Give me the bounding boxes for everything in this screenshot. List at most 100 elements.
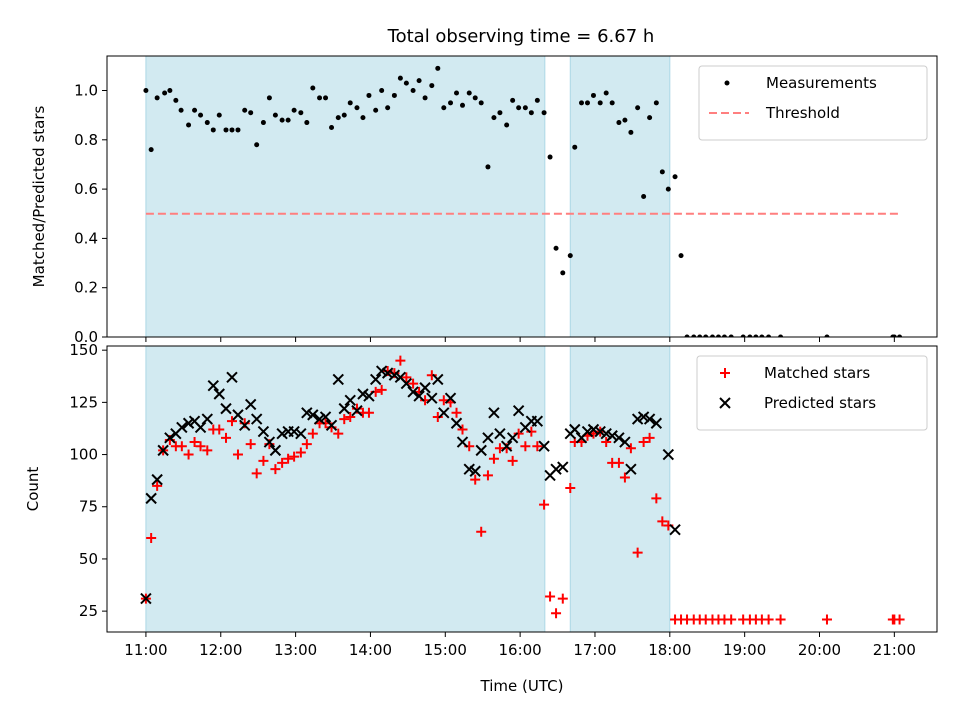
x-tick-label: 21:00: [873, 641, 916, 659]
measurement-point: [323, 95, 329, 101]
matched-stars-point: [545, 591, 556, 602]
predicted-stars-point: [662, 448, 675, 461]
predicted-stars-point: [338, 402, 350, 415]
legend-label: Predicted stars: [764, 394, 876, 412]
matched-stars-point: [189, 437, 200, 448]
measurement-point: [541, 110, 547, 116]
predicted-stars-point: [351, 405, 363, 417]
matched-stars-point: [526, 426, 537, 437]
predicted-stars-point: [325, 419, 338, 432]
predicted-stars-point: [288, 425, 300, 438]
series-predicted-stars: [140, 365, 681, 605]
measurement-point: [747, 334, 753, 337]
measurement-point: [491, 115, 497, 121]
measurement-point: [572, 144, 578, 150]
predicted-stars-point: [319, 411, 332, 423]
predicted-stars-point: [232, 409, 244, 421]
measurement-point: [560, 270, 566, 276]
matched-stars-point: [258, 455, 269, 466]
legend-label: Threshold: [765, 104, 840, 122]
measurement-point: [341, 112, 347, 118]
predicted-stars-point: [506, 432, 519, 444]
legend-label: Measurements: [766, 74, 877, 92]
x-tick-label: 14:00: [349, 641, 392, 659]
x-tick-label: 18:00: [648, 641, 691, 659]
measurement-point: [472, 95, 478, 101]
y-tick-label: 0.2: [74, 279, 98, 297]
measurement-point: [510, 97, 516, 103]
predicted-stars-point: [257, 425, 270, 438]
measurement-point: [659, 169, 665, 175]
y-tick-label: 75: [79, 498, 98, 516]
measurement-point: [373, 107, 379, 113]
observing-interval-shade: [145, 56, 546, 337]
y-tick-label: 1.0: [74, 82, 98, 100]
measurement-point: [366, 92, 372, 98]
predicted-stars-point: [194, 421, 207, 434]
measurement-point: [435, 65, 441, 71]
measurement-point: [379, 88, 385, 94]
measurement-point: [266, 95, 272, 101]
measurement-point: [148, 147, 154, 153]
x-tick-label: 11:00: [124, 641, 167, 659]
measurement-point: [397, 75, 403, 81]
measurement-point: [143, 88, 149, 94]
predicted-stars-point: [176, 421, 188, 434]
measurement-point: [429, 83, 435, 89]
legend-box: [696, 355, 928, 431]
matched-stars-point: [408, 378, 419, 389]
measurement-point: [167, 88, 173, 94]
matched-stars-point: [644, 432, 655, 443]
y-tick-label: 25: [79, 602, 98, 620]
matched-stars-point: [226, 416, 237, 427]
measurement-point: [653, 100, 659, 106]
x-tick-label: 20:00: [798, 641, 841, 659]
x-tick-label: 16:00: [499, 641, 542, 659]
predicted-stars-point: [201, 413, 213, 425]
matched-stars-point: [520, 441, 531, 452]
matched-stars-point: [183, 449, 194, 460]
measurement-point: [272, 112, 278, 118]
matched-stars-point: [613, 457, 624, 468]
predicted-stars-point: [400, 377, 413, 390]
predicted-stars-point: [369, 373, 382, 386]
measurement-point: [329, 124, 335, 130]
matched-stars-point: [451, 407, 462, 418]
predicted-stars-point: [344, 394, 356, 406]
predicted-stars-point: [307, 409, 319, 421]
predicted-stars-point: [438, 407, 450, 419]
y-tick-label: 100: [69, 446, 98, 464]
matched-stars-point: [401, 372, 412, 383]
measurement-point: [766, 334, 772, 337]
matched-stars-point: [557, 593, 568, 604]
matched-stars-point: [619, 472, 630, 483]
measurement-point: [553, 245, 559, 251]
axes-frame: [106, 345, 938, 633]
measurement-point: [647, 115, 653, 121]
predicted-stars-point: [157, 444, 169, 457]
matched-stars-point: [488, 453, 499, 464]
measurement-point: [248, 110, 254, 116]
predicted-stars-point: [619, 436, 631, 448]
matched-stars-point: [214, 424, 225, 435]
matched-stars-point: [532, 441, 543, 452]
y-tick-label: 50: [79, 550, 98, 568]
y-axis-title: Count: [24, 467, 42, 512]
series-measurements: [143, 65, 903, 337]
measurement-point: [778, 334, 784, 337]
measurement-point: [466, 90, 472, 96]
measurement-point: [522, 105, 528, 111]
predicted-stars-point: [512, 405, 525, 417]
matched-stars-point: [457, 424, 468, 435]
predicted-stars-point: [587, 423, 600, 436]
measurement-point: [416, 78, 422, 84]
y-tick-label: 0.8: [74, 131, 98, 149]
predicted-stars-point: [494, 427, 506, 440]
measurement-point: [403, 80, 409, 86]
x-axis-title: Time (UTC): [480, 677, 564, 695]
measurement-point: [317, 95, 323, 101]
matched-stars-point: [339, 414, 350, 425]
measurement-point: [260, 120, 266, 126]
predicted-stars-point: [475, 444, 487, 457]
matched-stars-point: [146, 533, 157, 544]
